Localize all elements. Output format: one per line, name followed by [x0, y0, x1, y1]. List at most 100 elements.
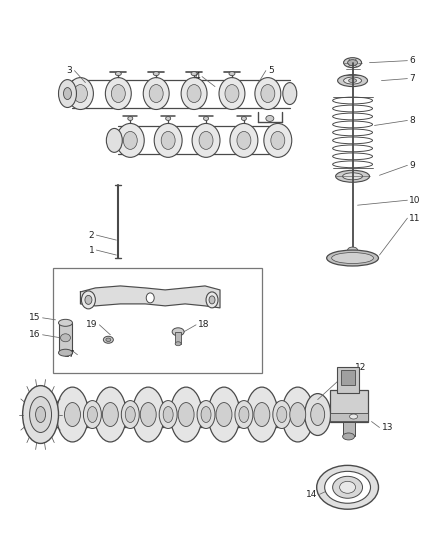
- Ellipse shape: [57, 387, 88, 442]
- Ellipse shape: [311, 403, 325, 425]
- Ellipse shape: [235, 401, 253, 429]
- Ellipse shape: [149, 85, 163, 102]
- Ellipse shape: [124, 132, 137, 149]
- Text: 17: 17: [64, 350, 75, 359]
- Ellipse shape: [255, 78, 281, 109]
- Ellipse shape: [143, 78, 169, 109]
- Ellipse shape: [85, 295, 92, 304]
- Ellipse shape: [178, 402, 194, 426]
- Text: 2: 2: [89, 231, 95, 240]
- Ellipse shape: [121, 401, 139, 429]
- Ellipse shape: [59, 319, 72, 326]
- Bar: [53, 268, 262, 373]
- Ellipse shape: [343, 77, 361, 84]
- Text: 10: 10: [410, 196, 421, 205]
- Ellipse shape: [102, 402, 118, 426]
- Ellipse shape: [106, 128, 122, 152]
- Ellipse shape: [95, 387, 126, 442]
- Text: 1: 1: [88, 246, 95, 255]
- Ellipse shape: [239, 407, 249, 423]
- Ellipse shape: [117, 124, 144, 157]
- Ellipse shape: [35, 407, 46, 423]
- Ellipse shape: [64, 402, 81, 426]
- Ellipse shape: [81, 291, 95, 309]
- Ellipse shape: [204, 117, 208, 120]
- Ellipse shape: [187, 85, 201, 102]
- Text: 11: 11: [410, 214, 421, 223]
- Ellipse shape: [175, 342, 181, 346]
- Ellipse shape: [305, 393, 331, 435]
- Ellipse shape: [161, 132, 175, 149]
- Text: 12: 12: [355, 363, 366, 372]
- Text: 13: 13: [381, 423, 393, 432]
- Text: 8: 8: [410, 116, 415, 125]
- Ellipse shape: [60, 334, 71, 342]
- Text: 19: 19: [86, 320, 97, 329]
- Text: 5: 5: [268, 66, 274, 75]
- Text: 9: 9: [410, 161, 415, 170]
- Ellipse shape: [230, 124, 258, 157]
- Ellipse shape: [327, 250, 378, 266]
- Ellipse shape: [88, 407, 97, 423]
- Ellipse shape: [59, 349, 72, 356]
- Ellipse shape: [128, 117, 133, 120]
- Ellipse shape: [325, 471, 371, 503]
- Ellipse shape: [59, 79, 77, 108]
- Ellipse shape: [106, 78, 131, 109]
- Ellipse shape: [23, 385, 59, 443]
- Ellipse shape: [154, 124, 182, 157]
- Bar: [330, 413, 367, 421]
- Ellipse shape: [103, 336, 113, 343]
- Ellipse shape: [153, 71, 159, 76]
- Ellipse shape: [106, 338, 111, 342]
- Ellipse shape: [206, 292, 218, 308]
- Ellipse shape: [170, 387, 202, 442]
- Ellipse shape: [343, 58, 361, 68]
- Ellipse shape: [241, 117, 247, 120]
- Bar: [59, 323, 72, 353]
- Ellipse shape: [343, 173, 363, 180]
- Ellipse shape: [181, 78, 207, 109]
- Ellipse shape: [261, 85, 275, 102]
- Ellipse shape: [115, 71, 121, 76]
- Ellipse shape: [266, 116, 274, 122]
- Text: 7: 7: [410, 74, 415, 83]
- Ellipse shape: [349, 78, 357, 83]
- Ellipse shape: [216, 402, 232, 426]
- Ellipse shape: [219, 78, 245, 109]
- Ellipse shape: [209, 296, 215, 304]
- Ellipse shape: [350, 414, 357, 419]
- Ellipse shape: [191, 71, 197, 76]
- Bar: [343, 422, 355, 437]
- Bar: [337, 367, 359, 393]
- Ellipse shape: [343, 433, 355, 440]
- Ellipse shape: [282, 387, 314, 442]
- Ellipse shape: [336, 171, 370, 182]
- Ellipse shape: [237, 132, 251, 149]
- Ellipse shape: [199, 132, 213, 149]
- Ellipse shape: [125, 407, 135, 423]
- Ellipse shape: [273, 401, 291, 429]
- Ellipse shape: [201, 407, 211, 423]
- Ellipse shape: [277, 407, 287, 423]
- Text: 15: 15: [29, 313, 41, 322]
- Ellipse shape: [317, 465, 378, 509]
- Bar: [341, 370, 355, 385]
- Ellipse shape: [332, 477, 363, 498]
- Text: 18: 18: [198, 320, 209, 329]
- Ellipse shape: [166, 117, 171, 120]
- Ellipse shape: [146, 293, 154, 303]
- Ellipse shape: [172, 328, 184, 336]
- Text: 16: 16: [29, 330, 41, 340]
- Ellipse shape: [83, 401, 101, 429]
- Bar: [330, 390, 367, 422]
- Ellipse shape: [332, 253, 374, 263]
- Ellipse shape: [140, 402, 156, 426]
- Ellipse shape: [271, 132, 285, 149]
- Ellipse shape: [264, 124, 292, 157]
- Ellipse shape: [132, 387, 164, 442]
- Ellipse shape: [348, 247, 357, 253]
- Ellipse shape: [159, 401, 177, 429]
- Ellipse shape: [30, 397, 52, 432]
- Ellipse shape: [192, 124, 220, 157]
